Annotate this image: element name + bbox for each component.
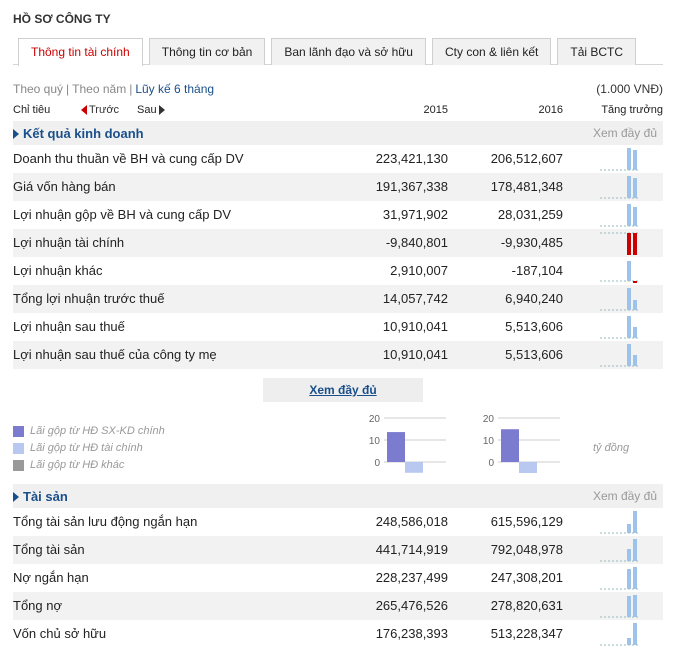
section-business-results: Kết quả kinh doanh Xem đầy đủ — [13, 121, 663, 145]
table-row: Lợi nhuận gộp về BH và cung cấp DV 31,97… — [13, 201, 663, 229]
legend-item: Lãi gộp từ HĐ khác — [13, 457, 165, 474]
table-row: Tổng tài sản 441,714,919 792,048,978 — [13, 536, 663, 564]
mini-chart-2016: 20 10 0 — [483, 414, 560, 473]
growth-sparkline — [600, 148, 640, 171]
period-selector: Theo quý | Theo năm | Lũy kế 6 tháng — [13, 82, 215, 96]
growth-header: Tăng trưởng — [601, 104, 663, 116]
growth-sparkline — [600, 567, 640, 590]
legend-swatch — [13, 442, 24, 454]
triangle-right-icon — [13, 491, 19, 502]
chart-legend: Lãi gộp từ HĐ SX-KD chính Lãi gộp từ HĐ … — [13, 423, 165, 474]
unit-label: (1.000 VNĐ) — [596, 82, 663, 96]
growth-sparkline — [600, 595, 640, 618]
growth-sparkline — [600, 344, 640, 367]
tab-download-reports[interactable]: Tải BCTC — [557, 38, 637, 65]
growth-sparkline — [600, 204, 640, 227]
tab-bar: Thông tin tài chính Thông tin cơ bản Ban… — [18, 38, 637, 66]
bar — [405, 462, 423, 473]
tab-management[interactable]: Ban lãnh đạo và sở hữu — [271, 38, 426, 65]
axis-tick-label: 10 — [483, 436, 495, 447]
legend-swatch — [13, 459, 24, 471]
arrow-right-icon — [158, 105, 165, 116]
section-assets: Tài sản Xem đầy đủ — [13, 484, 663, 508]
bar — [387, 432, 405, 462]
table-row: Lợi nhuận sau thuế của công ty mẹ 10,910… — [13, 341, 663, 369]
axis-tick-label: 20 — [369, 414, 381, 425]
axis-tick-label: 0 — [488, 458, 494, 469]
mini-chart-2015: 20 10 0 — [369, 414, 446, 473]
tab-financial-info[interactable]: Thông tin tài chính — [18, 38, 143, 66]
business-view-full-link[interactable]: Xem đầy đủ — [592, 126, 657, 140]
growth-sparkline — [600, 261, 640, 283]
period-year-link[interactable]: Theo năm — [72, 82, 127, 96]
assets-view-full-link[interactable]: Xem đầy đủ — [592, 489, 657, 503]
growth-sparkline — [600, 316, 640, 339]
growth-sparkline — [600, 539, 640, 562]
page-title: HỒ SƠ CÔNG TY — [13, 12, 111, 26]
tab-subsidiaries[interactable]: Cty con & liên kết — [431, 38, 552, 65]
table-row: Doanh thu thuần về BH và cung cấp DV 223… — [13, 145, 663, 173]
table-row: Giá vốn hàng bán 191,367,338 178,481,348 — [13, 173, 663, 201]
legend-swatch — [13, 425, 24, 437]
axis-tick-label: 0 — [374, 458, 380, 469]
axis-tick-label: 10 — [369, 436, 381, 447]
growth-sparkline — [600, 623, 640, 646]
triangle-right-icon — [13, 128, 19, 139]
view-full-button[interactable]: Xem đầy đủ — [263, 378, 423, 402]
growth-sparkline — [600, 232, 640, 255]
table-row: Tổng nợ 265,476,526 278,820,631 — [13, 592, 663, 620]
legend-item: Lãi gộp từ HĐ SX-KD chính — [13, 423, 165, 440]
table-header: Chỉ tiêu Trước Sau 2015 2016 Tăng trưởng — [13, 104, 663, 120]
growth-sparkline — [600, 511, 640, 534]
table-row: Lợi nhuận sau thuế 10,910,041 5,513,606 — [13, 313, 663, 341]
table-row: Tổng lợi nhuận trước thuế 14,057,742 6,9… — [13, 285, 663, 313]
growth-sparkline — [600, 288, 640, 311]
table-row: Tổng tài sản lưu động ngắn hạn 248,586,0… — [13, 508, 663, 536]
bar — [519, 462, 537, 473]
table-row: Lợi nhuận tài chính -9,840,801 -9,930,48… — [13, 229, 663, 257]
mini-chart-unit: tỷ đồng — [593, 442, 630, 454]
arrow-left-icon — [81, 105, 87, 116]
period-quarter-link[interactable]: Theo quý — [13, 82, 64, 96]
period-cumulative-link[interactable]: Lũy kế 6 tháng — [135, 82, 215, 96]
legend-item: Lãi gộp từ HĐ tài chính — [13, 440, 165, 457]
axis-tick-label: 20 — [483, 414, 495, 425]
bar — [501, 429, 519, 462]
col-2015-header: 2015 — [423, 104, 448, 116]
next-button[interactable]: Sau — [137, 104, 165, 116]
indicator-header: Chỉ tiêu — [13, 104, 51, 116]
prev-button[interactable]: Trước — [81, 104, 119, 116]
table-row: Nợ ngắn hạn 228,237,499 247,308,201 — [13, 564, 663, 592]
tab-basic-info[interactable]: Thông tin cơ bản — [148, 38, 266, 65]
col-2016-header: 2016 — [538, 104, 563, 116]
growth-sparkline — [600, 176, 640, 199]
table-row: Lợi nhuận khác 2,910,007 -187,104 — [13, 257, 663, 285]
table-row: Vốn chủ sở hữu 176,238,393 513,228,347 — [13, 620, 663, 648]
